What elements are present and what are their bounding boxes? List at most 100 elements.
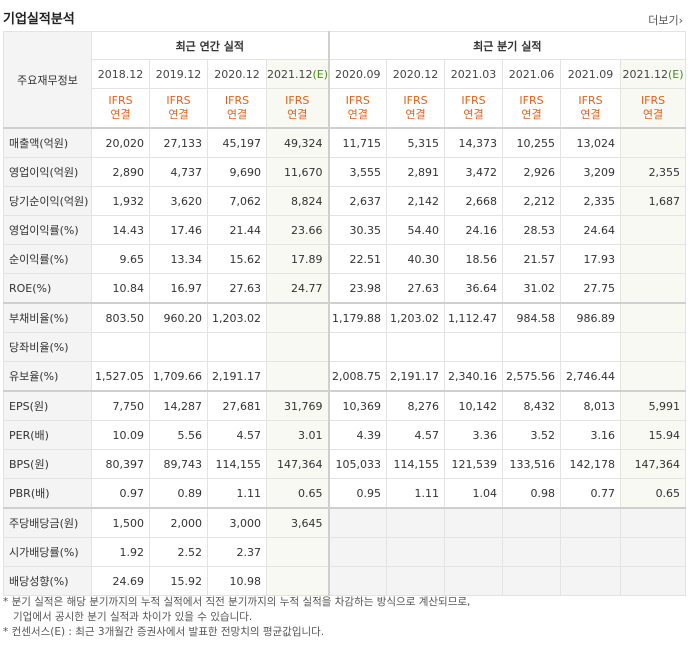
table-cell	[620, 537, 687, 567]
table-cell: 17.93	[560, 244, 622, 274]
period-header: 2018.12	[91, 59, 150, 89]
table-cell: 54.40	[386, 215, 446, 245]
table-cell: 1.11	[386, 478, 446, 509]
table-cell	[327, 566, 388, 596]
table-cell: 2,335	[560, 186, 622, 216]
table-cell	[444, 507, 504, 538]
table-cell: 3,000	[207, 507, 267, 538]
table-cell: 1,527.05	[91, 361, 150, 392]
accounting-standard: IFRS 연결	[91, 88, 150, 129]
table-cell: 2,008.75	[327, 361, 388, 392]
row-label: 당기순이익(억원)	[3, 186, 92, 216]
accounting-standard: IFRS 연결	[207, 88, 267, 129]
table-cell: 49,324	[265, 127, 330, 158]
table-cell: 2.37	[207, 537, 267, 567]
table-cell: 3,555	[327, 157, 388, 187]
table-row: 순이익률(%) 9.65 13.34 15.62 17.89 22.51 40.30 18.5…	[3, 244, 687, 274]
period-header: 2020.12	[386, 59, 446, 89]
table-row: 부채비율(%) 803.50 960.20 1,203.02 1,179.88 1,203…	[3, 302, 687, 333]
table-cell: 0.65	[265, 478, 330, 509]
table-cell: 960.20	[149, 302, 208, 333]
table-cell	[265, 537, 330, 567]
table-cell: 1,203.02	[207, 302, 267, 333]
table-row: 주당배당금(원) 1,500 2,000 3,000 3,645	[3, 507, 687, 538]
row-label: 순이익률(%)	[3, 244, 92, 274]
table-cell: 0.65	[620, 478, 687, 509]
row-label: 영업이익(억원)	[3, 157, 92, 187]
table-cell	[560, 537, 622, 567]
table-cell: 18.56	[444, 244, 504, 274]
section-title: 기업실적분석	[3, 12, 75, 27]
table-cell	[502, 537, 562, 567]
table-cell: 114,155	[207, 449, 267, 479]
table-cell: 121,539	[444, 449, 504, 479]
table-cell: 31,769	[265, 390, 330, 421]
table-cell: 1,112.47	[444, 302, 504, 333]
table-cell: 2,212	[502, 186, 562, 216]
table-cell: 2,355	[620, 157, 687, 187]
table-cell: 1,179.88	[327, 302, 388, 333]
table-cell	[265, 566, 330, 596]
table-cell	[620, 127, 687, 158]
table-cell: 1,932	[91, 186, 150, 216]
table-cell	[327, 537, 388, 567]
table-cell	[620, 302, 687, 333]
table-cell	[620, 215, 687, 245]
table-cell	[444, 566, 504, 596]
table-cell: 2,575.56	[502, 361, 562, 392]
table-cell: 14.43	[91, 215, 150, 245]
row-label: 영업이익률(%)	[3, 215, 92, 245]
note-line: 기업에서 공시한 분기 실적과 차이가 있을 수 있습니다.	[13, 611, 253, 623]
table-cell: 4.57	[207, 420, 267, 450]
table-cell: 2,142	[386, 186, 446, 216]
table-cell: 0.77	[560, 478, 622, 509]
table-cell: 4.39	[327, 420, 388, 450]
row-label: BPS(원)	[3, 449, 92, 479]
period-header: 2021.09	[560, 59, 622, 89]
footnotes: * 분기 실적은 해당 분기까지의 누적 실적에서 직전 분기까지의 누적 실적…	[3, 595, 470, 640]
table-cell: 8,013	[560, 390, 622, 421]
accounting-standard: IFRS 연결	[502, 88, 562, 129]
table-cell: 984.58	[502, 302, 562, 333]
accounting-standard: IFRS 연결	[149, 88, 208, 129]
more-link[interactable]: 더보기›	[648, 14, 683, 27]
table-cell: 45,197	[207, 127, 267, 158]
table-cell: 0.98	[502, 478, 562, 509]
accounting-standard: IFRS 연결	[444, 88, 504, 129]
accounting-standard: IFRS 연결	[560, 88, 622, 129]
financial-table: 주요재무정보 최근 연간 실적 최근 분기 실적 2018.12 2019.12 2…	[3, 31, 687, 596]
table-cell: 15.62	[207, 244, 267, 274]
table-cell: 2,926	[502, 157, 562, 187]
table-cell: 3,472	[444, 157, 504, 187]
table-cell: 8,432	[502, 390, 562, 421]
table-cell: 2,191.17	[386, 361, 446, 392]
table-cell: 23.66	[265, 215, 330, 245]
table-cell	[386, 332, 446, 362]
table-row: EPS(원) 7,750 14,287 27,681 31,769 10,369 8,276…	[3, 390, 687, 421]
table-cell	[327, 332, 388, 362]
table-cell: 0.95	[327, 478, 388, 509]
row-label: 매출액(억원)	[3, 127, 92, 158]
table-cell: 5.56	[149, 420, 208, 450]
table-cell: 27.75	[560, 273, 622, 304]
table-cell: 2,890	[91, 157, 150, 187]
table-cell	[560, 332, 622, 362]
table-cell	[502, 332, 562, 362]
table-row: 유보율(%) 1,527.05 1,709.66 2,191.17 2,008.75 2,…	[3, 361, 687, 392]
table-cell: 1.11	[207, 478, 267, 509]
table-cell: 24.69	[91, 566, 150, 596]
row-label: 시가배당률(%)	[3, 537, 92, 567]
table-cell: 2,668	[444, 186, 504, 216]
table-cell: 17.89	[265, 244, 330, 274]
row-label: EPS(원)	[3, 390, 92, 421]
table-cell: 15.94	[620, 420, 687, 450]
table-cell: 1,709.66	[149, 361, 208, 392]
table-cell: 10,255	[502, 127, 562, 158]
table-cell: 24.64	[560, 215, 622, 245]
table-cell: 2,000	[149, 507, 208, 538]
table-cell: 147,364	[265, 449, 330, 479]
table-cell: 21.44	[207, 215, 267, 245]
table-cell: 28.53	[502, 215, 562, 245]
table-cell: 3.01	[265, 420, 330, 450]
table-cell	[149, 332, 208, 362]
